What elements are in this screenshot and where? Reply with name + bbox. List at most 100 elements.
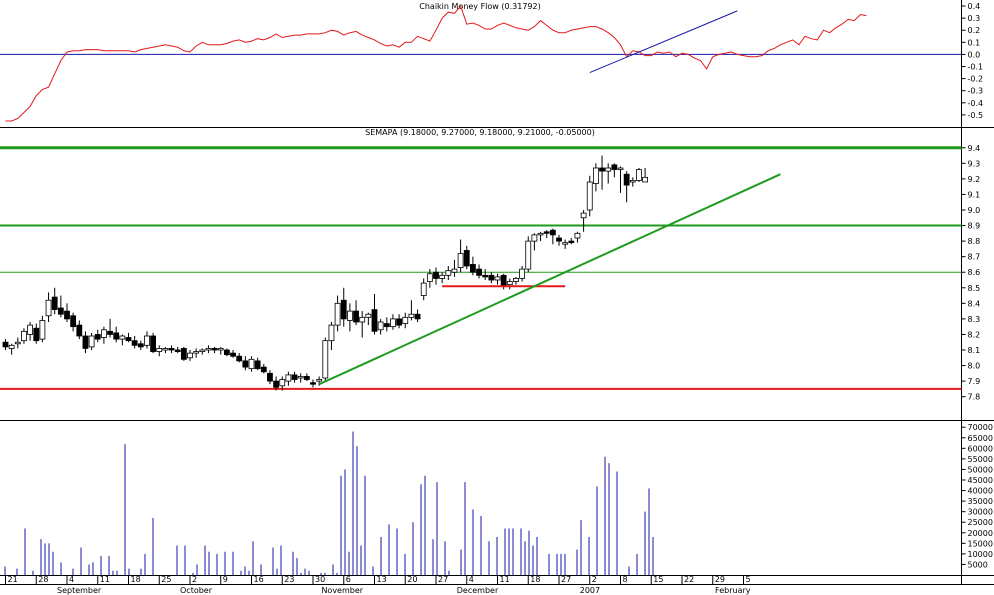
volume-tick-label: 35000 [968,497,993,506]
candle-up [593,167,599,184]
candle-down [137,343,144,348]
candle-up [144,335,150,346]
x-day-label: 13 [377,575,387,584]
x-month-label: February [715,586,751,595]
candle-up [537,232,544,236]
candle-up [162,348,169,351]
price-trendlines [318,173,781,386]
candle-down [242,360,249,368]
candle-down [383,323,390,328]
candle-down [353,310,359,323]
price-tick-label: 8.1 [968,346,981,355]
candle-down [482,274,489,278]
candle-up [390,318,396,328]
x-day-label: 21 [8,575,18,584]
cmf-tick-label: -0.4 [968,99,984,108]
candle-down [488,274,495,281]
cmf-plot [0,4,962,122]
cmf-tick-label: 0.0 [968,50,981,59]
candle-up [525,240,532,270]
candle-down [82,335,89,349]
candle-down [64,310,70,320]
price-title: SEMAPA (9.18000, 9.27000, 9.18000, 9.210… [365,128,595,137]
price-tick-label: 9.0 [968,206,981,215]
volume-tick-label: 60000 [968,444,993,453]
x-day-label: 30 [315,575,325,584]
candle-up [408,313,415,318]
volume-tick-label: 5000 [968,560,988,569]
x-day-label: 29 [715,575,725,584]
candle-down [254,360,261,370]
candle-up [88,335,95,348]
candle-down [51,296,58,310]
volume-tick-label: 70000 [968,423,993,432]
candle-up [636,169,642,181]
price-tick-label: 8.3 [968,315,981,324]
candle-up [217,348,224,351]
candle-up [513,278,519,282]
cmf-tick-label: 0.3 [968,14,981,23]
candle-up [328,324,335,342]
x-month-label: October [180,586,213,595]
candle-down [150,335,157,352]
candle-up [420,282,427,296]
x-day-label: 25 [161,575,171,584]
candle-up [377,321,384,331]
x-day-label: 28 [38,575,48,584]
cmf-tick-label: 0.4 [968,2,981,11]
candle-down [414,313,421,320]
volume-tick-label: 50000 [968,465,993,474]
price-trendline [318,173,781,386]
candle-down [76,324,83,337]
candle-up [506,281,513,286]
candle-down [623,173,630,186]
volume-tick-label: 15000 [968,539,993,548]
candle-down [568,240,575,244]
candle-down [273,380,280,388]
candle-down [180,348,187,360]
candle-up [629,180,636,183]
candle-up [519,268,525,279]
candle-down [131,340,138,346]
candle-up [316,379,323,382]
price-tick-label: 9.1 [968,190,981,199]
candle-up [642,176,648,183]
x-month-label: November [321,586,363,595]
candle-down [463,250,470,267]
cmf-tick-label: -0.5 [968,111,984,120]
candle-down [599,167,605,172]
x-day-label: 4 [469,575,474,584]
price-y-axis: 9.4 9.3 9.2 9.1 9.0 8.9 8.8 8.7 8.6 8.5 8.4 8.3 8.2 8… [961,144,981,402]
volume-tick-label: 10000 [968,550,993,559]
price-tick-label: 8.8 [968,237,981,246]
cmf-y-axis: 0.4 0.3 0.2 0.1 0.0 -0.1 -0.2 -0.3 -0.4 -0.5 [961,2,984,120]
candle-down [310,382,316,385]
candle-up [359,316,366,323]
candle-up [279,379,286,387]
candle-down [260,366,267,373]
candle-up [187,352,193,359]
candle-up [365,313,372,318]
x-day-label: 11 [100,575,110,584]
candle-up [574,232,581,239]
candle-down [174,349,181,352]
candle-down [303,376,310,380]
candle-down [57,307,64,315]
candle-up [439,274,446,279]
candle-up [322,340,329,379]
candle-down [211,348,218,351]
candle-down [107,330,113,335]
x-day-label: 11 [500,575,510,584]
cmf-series-line [5,4,867,122]
volume-tick-label: 30000 [968,508,993,517]
candle-down [2,341,9,348]
candle-up [14,341,21,345]
candle-down [500,274,507,287]
x-month-label: 2007 [580,586,600,595]
candle-down [267,372,273,382]
candle-up [193,351,200,354]
date-x-axis: 21 28 4 11 18 25 2 9 16 23 30 6 13 20 27 4 11 18 27 2 8 15 22 2… [5,575,751,595]
price-tick-label: 8.0 [968,362,981,371]
cmf-tick-label: -0.2 [968,75,984,84]
x-month-label: September [57,586,102,595]
